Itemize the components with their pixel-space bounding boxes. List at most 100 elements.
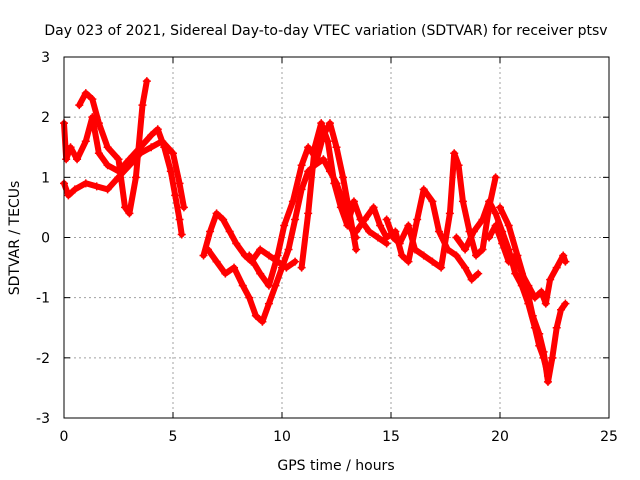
data-point-marker — [138, 101, 147, 110]
data-point-marker — [251, 311, 260, 320]
data-point-marker — [92, 182, 101, 191]
data-point-marker — [376, 221, 385, 230]
data-point-marker — [450, 149, 459, 158]
data-point-marker — [142, 77, 151, 86]
x-axis-label: GPS time / hours — [277, 458, 394, 474]
data-point-marker — [75, 101, 84, 110]
data-point-marker — [498, 239, 507, 248]
data-point-marker — [258, 317, 267, 326]
data-point-marker — [546, 275, 555, 284]
data-point-marker — [121, 203, 130, 212]
data-point-marker — [212, 257, 221, 266]
data-point-marker — [404, 221, 413, 230]
data-point-marker — [94, 149, 103, 158]
data-point-marker — [419, 185, 428, 194]
data-point-marker — [467, 275, 476, 284]
data-layer — [60, 77, 570, 386]
y-tick-label: 1 — [41, 170, 50, 186]
data-point-marker — [264, 299, 273, 308]
data-point-marker — [225, 227, 234, 236]
data-point-marker — [332, 143, 341, 152]
data-series-7 — [297, 119, 391, 272]
data-point-marker — [559, 251, 568, 260]
x-tick-label: 25 — [600, 429, 618, 445]
data-point-marker — [125, 209, 134, 218]
data-point-marker — [535, 329, 544, 338]
data-point-marker — [365, 227, 374, 236]
x-tick-label: 15 — [382, 429, 400, 445]
data-point-marker — [325, 119, 334, 128]
data-point-marker — [114, 155, 123, 164]
y-axis-label: SDTVAR / TECUs — [7, 181, 23, 296]
data-point-marker — [373, 233, 382, 242]
data-point-marker — [445, 209, 454, 218]
data-point-marker — [256, 245, 265, 254]
y-tick-label: -3 — [36, 411, 50, 427]
data-series-3 — [75, 77, 151, 218]
data-point-marker — [491, 209, 500, 218]
data-point-marker — [382, 215, 391, 224]
data-point-marker — [513, 251, 522, 260]
data-point-marker — [317, 119, 326, 128]
data-point-marker — [491, 221, 500, 230]
data-point-marker — [469, 227, 478, 236]
data-point-marker — [206, 227, 215, 236]
data-point-marker — [352, 227, 361, 236]
data-point-marker — [413, 215, 422, 224]
data-point-marker — [103, 161, 112, 170]
data-point-marker — [323, 137, 332, 146]
data-point-marker — [369, 203, 378, 212]
data-point-marker — [504, 257, 513, 266]
data-point-marker — [336, 203, 345, 212]
data-point-marker — [419, 251, 428, 260]
data-point-marker — [472, 251, 481, 260]
data-point-marker — [103, 185, 112, 194]
data-point-marker — [349, 197, 358, 206]
data-point-marker — [491, 173, 500, 182]
data-series-9 — [382, 149, 500, 272]
data-point-marker — [461, 263, 470, 272]
data-point-marker — [458, 197, 467, 206]
data-point-marker — [552, 263, 561, 272]
data-point-marker — [478, 215, 487, 224]
data-point-marker — [552, 323, 561, 332]
data-point-marker — [360, 215, 369, 224]
data-point-marker — [219, 215, 228, 224]
data-point-marker — [297, 263, 306, 272]
data-point-marker — [171, 191, 180, 200]
data-point-marker — [330, 179, 339, 188]
data-point-marker — [88, 95, 97, 104]
data-point-marker — [153, 125, 162, 134]
data-point-marker — [245, 293, 254, 302]
data-point-marker — [504, 221, 513, 230]
data-point-marker — [291, 215, 300, 224]
data-series-12 — [496, 203, 570, 386]
data-point-marker — [66, 143, 75, 152]
data-point-marker — [452, 233, 461, 242]
data-point-marker — [310, 143, 319, 152]
tick-layer: 0 5 10 15 20 25 -3 -2 -1 0 1 2 3 — [36, 50, 618, 445]
data-point-marker — [530, 293, 539, 302]
data-point-marker — [175, 179, 184, 188]
x-tick-label: 20 — [491, 429, 509, 445]
data-point-marker — [537, 287, 546, 296]
data-point-marker — [103, 143, 112, 152]
data-point-marker — [543, 377, 552, 386]
data-point-marker — [73, 155, 82, 164]
data-point-marker — [147, 131, 156, 140]
y-tick-label: -1 — [36, 291, 50, 307]
data-point-marker — [474, 269, 483, 278]
data-point-marker — [221, 269, 230, 278]
data-point-marker — [177, 230, 186, 239]
data-point-marker — [131, 173, 140, 182]
series-trace — [61, 138, 187, 211]
data-point-marker — [339, 173, 348, 182]
data-point-marker — [291, 257, 300, 266]
data-point-marker — [284, 245, 293, 254]
data-point-marker — [212, 209, 221, 218]
data-point-marker — [256, 269, 265, 278]
y-tick-label: 3 — [41, 50, 50, 66]
data-point-marker — [434, 227, 443, 236]
